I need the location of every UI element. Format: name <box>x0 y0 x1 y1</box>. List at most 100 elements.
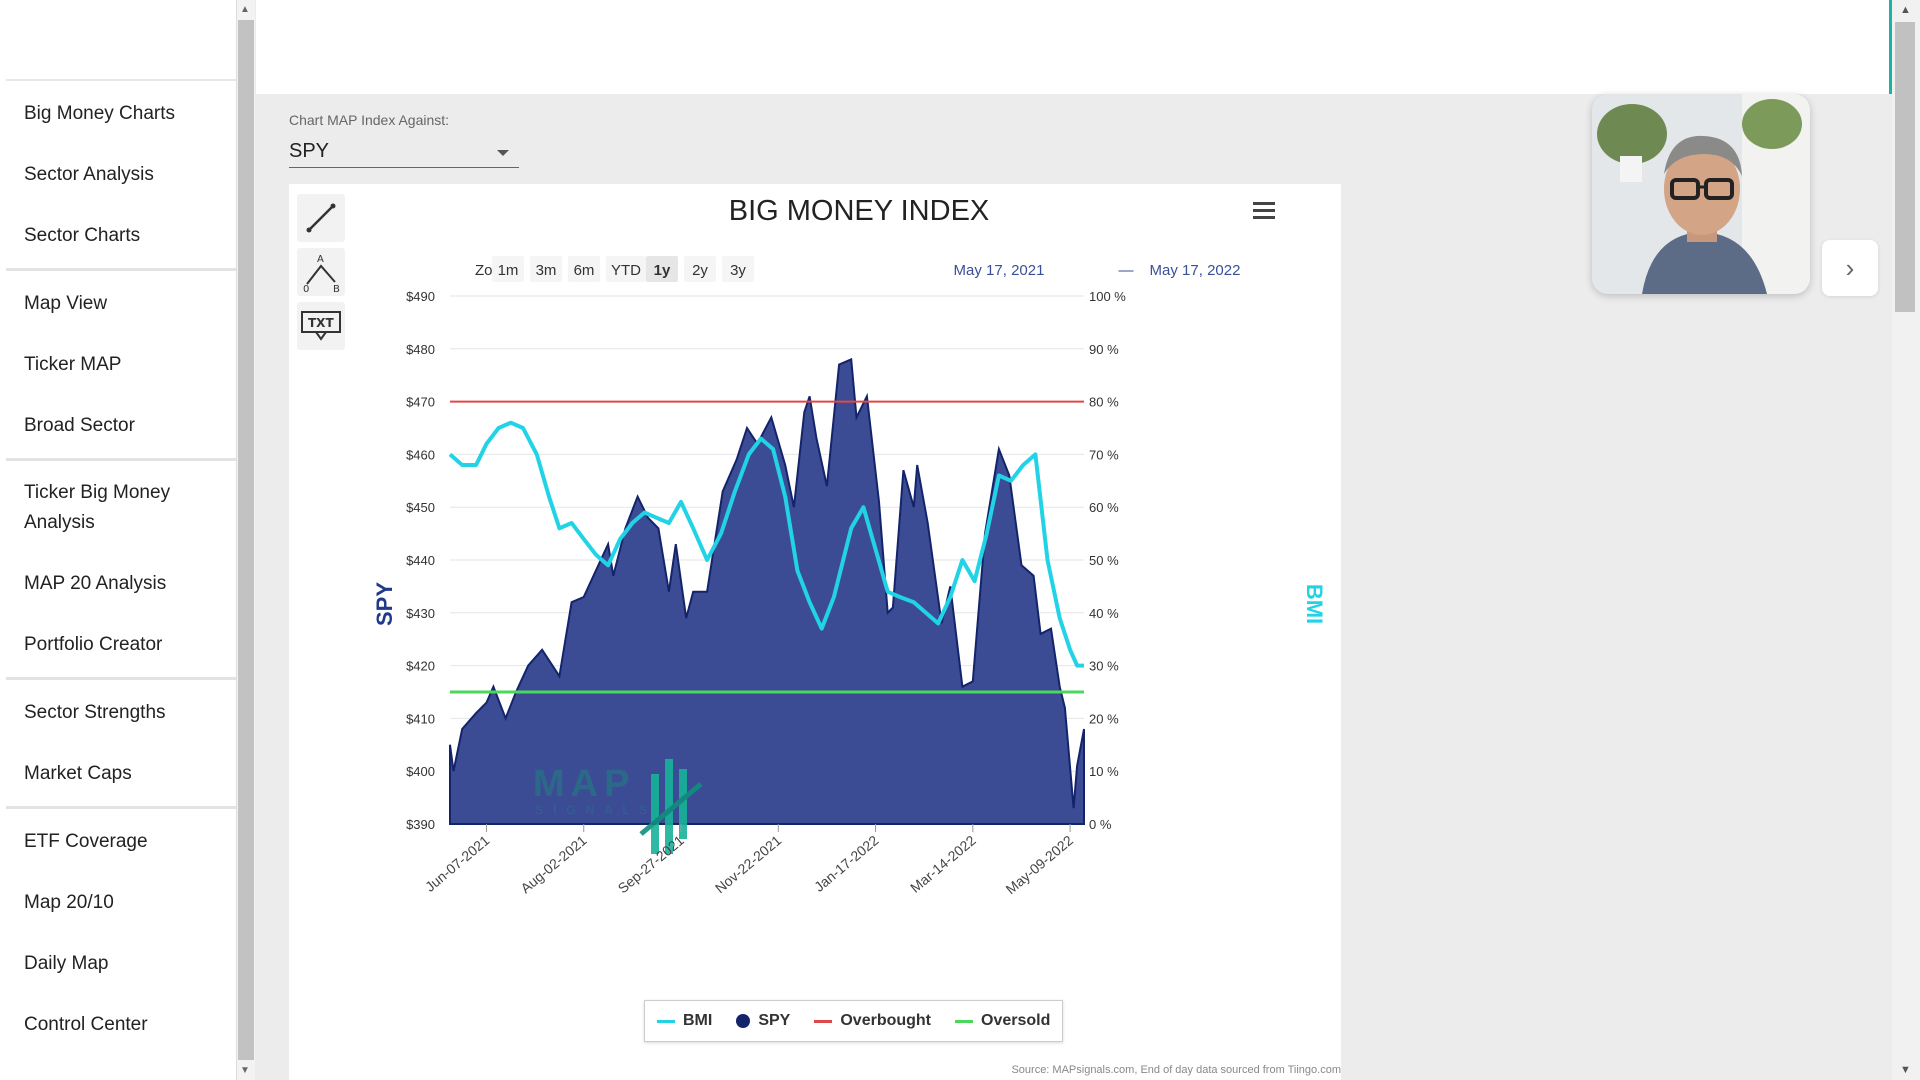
sidebar-item-map-view[interactable]: Map View <box>24 292 108 314</box>
y2-tick-label: 50 % <box>1089 553 1119 568</box>
sidebar-item-big-money-charts[interactable]: Big Money Charts <box>24 102 176 124</box>
scroll-down-icon[interactable]: ▼ <box>240 1065 250 1076</box>
range-button-label: YTD <box>611 262 641 279</box>
legend-swatch-oversold <box>955 1019 974 1023</box>
next-button[interactable]: › <box>1822 240 1878 296</box>
range-buttons: 1m 3m 6m YTD 1y 2y 3y <box>492 256 754 282</box>
y-tick-label: $430 <box>406 606 435 621</box>
range-button-label: 1m <box>498 262 519 279</box>
sidebar-item-map-20-analysis[interactable]: MAP 20 Analysis <box>24 572 167 594</box>
y2-tick-label: 30 % <box>1089 659 1119 674</box>
svg-text:0: 0 <box>303 284 309 292</box>
y2-tick-label: 60 % <box>1089 500 1119 515</box>
sidebar-item-portfolio-creator[interactable]: Portfolio Creator <box>24 633 163 655</box>
range-button-1m[interactable]: 1m <box>492 256 524 282</box>
y2-tick-label: 20 % <box>1089 711 1119 726</box>
x-tick-label: May-09-2022 <box>1003 832 1077 897</box>
y-tick-label: $420 <box>406 659 435 674</box>
legend-item-oversold[interactable]: Oversold <box>955 1012 1050 1030</box>
nav-group-5: ETF Coverage Map 20/10 Daily Map Control… <box>6 809 236 1057</box>
scroll-up-icon[interactable]: ▲ <box>240 4 250 15</box>
range-button-ytd[interactable]: YTD <box>606 256 646 282</box>
top-bar <box>256 0 1892 94</box>
y-tick-label: $490 <box>406 289 435 304</box>
watermark-text: MAP <box>533 763 635 805</box>
text-tool-button[interactable]: TXT <box>297 302 345 350</box>
watermark-subtext: SIGNALS <box>535 803 657 817</box>
svg-text:B: B <box>333 284 340 292</box>
sidebar-item-daily-map[interactable]: Daily Map <box>24 952 109 974</box>
sidebar-item-sector-charts[interactable]: Sector Charts <box>24 224 141 246</box>
sidebar-item-sector-analysis[interactable]: Sector Analysis <box>24 163 154 185</box>
svg-text:A: A <box>317 254 324 265</box>
nav-group-2: Map View Ticker MAP Broad Sector <box>6 271 236 461</box>
legend-item-overbought[interactable]: Overbought <box>814 1012 931 1030</box>
sidebar-item-ticker-big-money-analysis[interactable]: Ticker Big Money Analysis <box>24 482 171 533</box>
legend-label-overbought: Overbought <box>840 1012 932 1029</box>
chart-title: BIG MONEY INDEX <box>729 195 990 227</box>
date-to[interactable]: May 17, 2022 <box>1150 262 1241 279</box>
sidebar-item-map-20-10[interactable]: Map 20/10 <box>24 891 114 913</box>
range-button-label: 1y <box>654 262 671 279</box>
index-select[interactable]: SPY <box>289 136 519 168</box>
spy-area-series <box>449 357 1085 825</box>
sidebar-item-control-center[interactable]: Control Center <box>24 1013 148 1035</box>
page-scroll-thumb[interactable] <box>1895 22 1915 312</box>
range-button-6m[interactable]: 6m <box>568 256 600 282</box>
y2-tick-label: 100 % <box>1089 289 1126 304</box>
date-separator: — <box>1119 262 1134 279</box>
y2-tick-label: 10 % <box>1089 764 1119 779</box>
map-signals-watermark: MAP SIGNALS <box>533 759 703 854</box>
y2-tick-label: 40 % <box>1089 606 1119 621</box>
text-tool-icon: TXT <box>301 311 341 341</box>
page-scroll-down-icon[interactable]: ▼ <box>1900 1064 1911 1076</box>
sidebar-item-ticker-map[interactable]: Ticker MAP <box>24 353 122 375</box>
sidebar-item-etf-coverage[interactable]: ETF Coverage <box>24 830 148 852</box>
legend-label-spy: SPY <box>758 1012 791 1029</box>
legend-swatch-bmi <box>657 1019 675 1023</box>
measure-tool-button[interactable]: A 0 B <box>297 248 345 296</box>
line-tool-button[interactable] <box>297 194 345 242</box>
y-tick-label: $440 <box>406 553 435 568</box>
range-button-3y[interactable]: 3y <box>722 256 754 282</box>
x-tick-label: Nov-22-2021 <box>712 832 784 896</box>
range-button-bg <box>684 256 716 282</box>
map-signals-logo-icon <box>639 759 703 854</box>
date-from[interactable]: May 17, 2021 <box>954 262 1045 279</box>
range-button-bg <box>606 256 646 282</box>
range-button-label: 6m <box>574 262 595 279</box>
sidebar-item-market-caps[interactable]: Market Caps <box>24 762 132 784</box>
y2-axis-ticks: 100 % 90 % 80 % 70 % 60 % 50 % 40 % 30 % 20 % 10 … <box>1089 289 1126 832</box>
range-button-bg <box>722 256 754 282</box>
main-content: Chart MAP Index Against: SPY A 0 B TXT BIG… <box>256 94 1892 1080</box>
x-tick-label: Mar-14-2022 <box>907 832 979 896</box>
y-tick-label: $400 <box>406 764 435 779</box>
y-tick-label: $480 <box>406 342 435 357</box>
page-scroll-up-icon[interactable]: ▲ <box>1900 4 1911 16</box>
select-label: Chart MAP Index Against: <box>289 112 450 128</box>
source-credit: Source: MAPsignals.com, End of day data … <box>1011 1064 1341 1076</box>
chart-card: A0B TXT BIG MONEY INDEX Zoom 1m3m6mYTD1y… <box>289 184 1341 1080</box>
plot-area <box>448 357 1085 825</box>
line-tool-icon <box>306 203 336 233</box>
y2-tick-label: 90 % <box>1089 342 1119 357</box>
sidebar-item-sector-strengths[interactable]: Sector Strengths <box>24 701 166 723</box>
legend-swatch-overbought <box>814 1019 833 1023</box>
legend-item-spy[interactable]: SPY <box>736 1012 790 1030</box>
range-button-3m[interactable]: 3m <box>530 256 562 282</box>
sidebar-item-broad-sector[interactable]: Broad Sector <box>24 414 135 436</box>
range-button-2y[interactable]: 2y <box>684 256 716 282</box>
legend-label-oversold: Oversold <box>981 1012 1051 1029</box>
sidebar-scrollbar[interactable]: ▲ ▼ <box>237 0 255 1080</box>
hamburger-menu-icon[interactable] <box>1249 200 1279 224</box>
page-scrollbar[interactable]: ▲ ▼ <box>1892 0 1920 1080</box>
legend-item-bmi[interactable]: BMI <box>657 1012 712 1030</box>
range-button-bg <box>646 256 678 282</box>
chevron-down-icon <box>497 150 509 156</box>
legend-label-bmi: BMI <box>683 1012 713 1029</box>
presenter-video[interactable] <box>1592 94 1810 294</box>
range-button-label: 2y <box>692 262 708 279</box>
sidebar-scroll-thumb[interactable] <box>238 20 254 1060</box>
range-button-1y[interactable]: 1y <box>646 256 678 282</box>
